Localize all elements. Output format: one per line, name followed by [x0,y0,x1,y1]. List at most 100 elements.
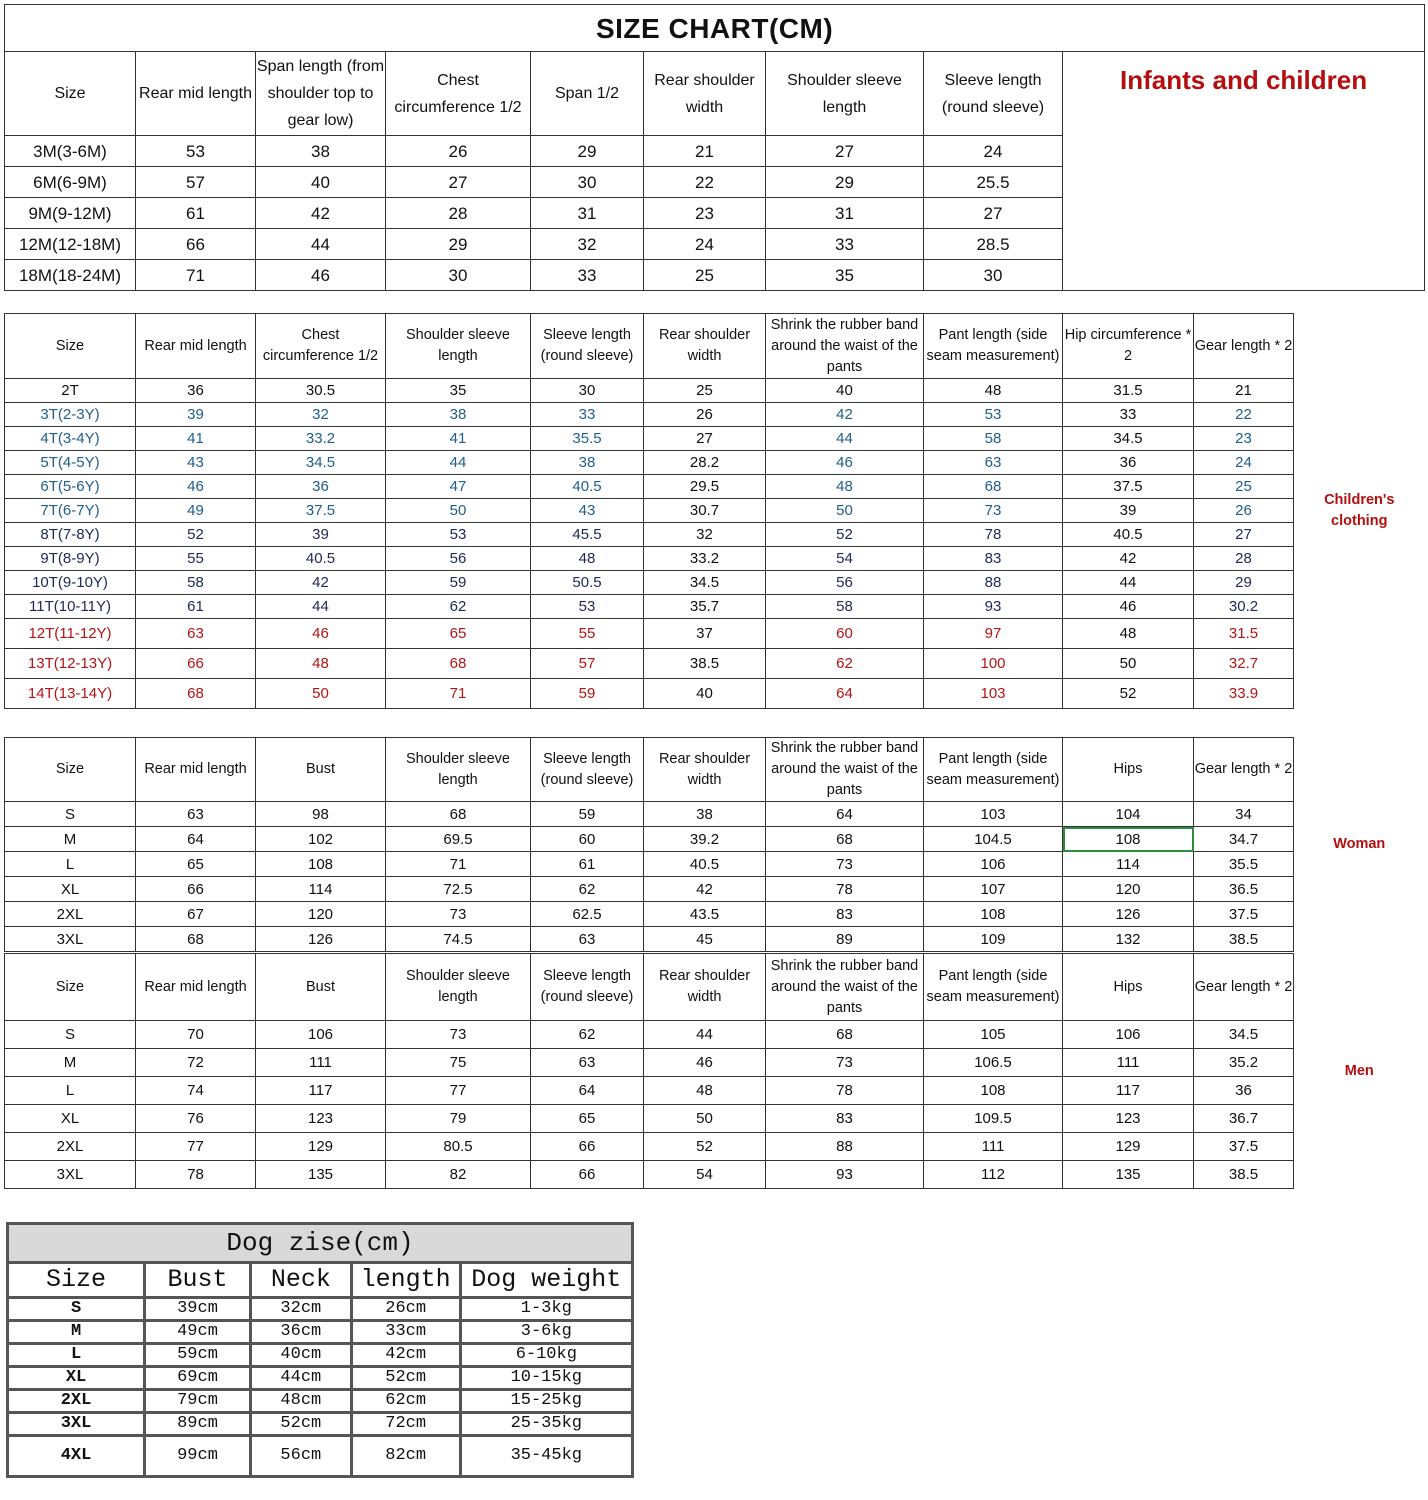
table-cell: 114 [255,876,386,902]
size-cell: 4T(3-4Y) [4,426,136,451]
table-cell: 58 [765,594,924,619]
dog-size-table: Dog zise(cm) Size Bust Neck length Dog weight… [5,1222,635,1478]
table-cell: 102 [255,826,386,852]
size-cell: 9M(9-12M) [4,197,136,229]
table-cell: 79cm [143,1388,252,1414]
size-cell: 18M(18-24M) [4,259,136,291]
table-cell: 135 [255,1160,386,1189]
table-cell: 82cm [349,1434,462,1478]
table-cell: 62 [530,1020,644,1049]
table-cell: 120 [255,901,386,927]
table-row: 12T(11-12Y) 63 46 65 55 37 60 97 48 31.5 [4,618,1425,649]
table-row: L 59cm 40cm 42cm 6-10kg [5,1342,635,1368]
table-cell: 52 [643,1132,766,1161]
table-cell: 58 [135,570,256,595]
section-label: Infants and children [1061,51,1426,291]
size-cell: 4XL [5,1434,147,1478]
table-cell: 109 [923,926,1063,952]
selected-cell[interactable]: 108 [1062,826,1194,852]
column-header: Gear length * 2 [1193,953,1294,1021]
size-cell: S [4,801,136,827]
table-cell: 29 [1193,570,1294,595]
column-header: Rear mid length [135,313,256,379]
table-cell: 43 [530,498,644,523]
table-cell: 114 [1062,851,1194,877]
table-cell: 33 [765,228,924,260]
table-cell: 29 [530,135,644,167]
table-cell: 109.5 [923,1104,1063,1133]
table-cell: 50 [1062,648,1194,679]
table-cell: 53 [530,594,644,619]
table-cell: 26cm [349,1296,462,1322]
table-cell: 39 [1062,498,1194,523]
table-cell: 38.5 [1193,926,1294,952]
table-cell: 56 [385,546,531,571]
table-cell: 111 [1062,1048,1194,1077]
table-cell: 126 [255,926,386,952]
table-cell: 106.5 [923,1048,1063,1077]
table-cell: 34.5 [1193,1020,1294,1049]
table-cell: 52cm [349,1365,462,1391]
title-row: SIZE CHART(CM) [3,4,1426,52]
table-cell: 38.5 [643,648,766,679]
section-label: Children's clothing [1293,313,1425,709]
table-cell: 33cm [349,1319,462,1345]
table-cell: 108 [923,901,1063,927]
table-cell: 61 [135,594,256,619]
infant-size-table: SIZE CHART(CM) Size Rear mid length Span le… [3,4,1426,291]
size-cell: 3XL [4,926,136,952]
table-cell: 135 [1062,1160,1194,1189]
table-cell: 67 [135,901,256,927]
table-cell: 64 [765,678,924,709]
table-cell: 66 [135,876,256,902]
table-cell: 72 [135,1048,256,1077]
table-row: 14T(13-14Y) 68 50 71 59 40 64 103 52 33.9 [4,678,1425,709]
table-cell: 34.5 [643,570,766,595]
size-cell: 5T(4-5Y) [4,450,136,475]
table-cell: 36 [255,474,386,499]
table-cell: 33.2 [643,546,766,571]
table-cell: 55 [530,618,644,649]
table-row: 11T(10-11Y) 61 44 62 53 35.7 58 93 46 30.2 [4,594,1425,619]
table-cell: 32 [530,228,644,260]
table-cell: 78 [765,1076,924,1105]
table-cell: 66 [135,648,256,679]
table-cell: 68 [135,678,256,709]
table-row: 3XL 78 135 82 66 54 93 112 135 38.5 [4,1160,1425,1189]
table-cell: 35 [765,259,924,291]
section-label: Men [1293,953,1425,1189]
table-cell: 44 [255,228,386,260]
table-cell: 22 [643,166,766,198]
table-cell: 68 [765,826,924,852]
table-cell: 35 [385,378,531,403]
table-cell: 52 [135,522,256,547]
table-cell: 41 [135,426,256,451]
table-cell: 57 [135,166,256,198]
table-cell: 36.7 [1193,1104,1294,1133]
table-cell: 31.5 [1062,378,1194,403]
size-cell: 3XL [5,1411,147,1437]
table-cell: 62 [385,594,531,619]
table-row: 3T(2-3Y) 39 32 38 33 26 42 53 33 22 [4,402,1425,427]
table-cell: 23 [643,197,766,229]
table-cell: 117 [255,1076,386,1105]
column-header: Rear shoulder width [643,51,766,136]
table-cell: 33.2 [255,426,386,451]
column-header: Shoulder sleeve length [385,313,531,379]
table-cell: 120 [1062,876,1194,902]
table-cell: 123 [255,1104,386,1133]
column-header: Gear length * 2 [1193,313,1294,379]
table-row: 5T(4-5Y) 43 34.5 44 38 28.2 46 63 36 24 [4,450,1425,475]
table-cell: 36.5 [1193,876,1294,902]
table-cell: 48 [765,474,924,499]
table-cell: 103 [923,801,1063,827]
table-cell: 89cm [143,1411,252,1437]
table-cell: 21 [1193,378,1294,403]
table-cell: 45.5 [530,522,644,547]
table-cell: 72cm [349,1411,462,1437]
table-cell: 39 [255,522,386,547]
table-cell: 61 [135,197,256,229]
table-row: 7T(6-7Y) 49 37.5 50 43 30.7 50 73 39 26 [4,498,1425,523]
table-cell: 42 [765,402,924,427]
column-header: Rear mid length [135,737,256,802]
